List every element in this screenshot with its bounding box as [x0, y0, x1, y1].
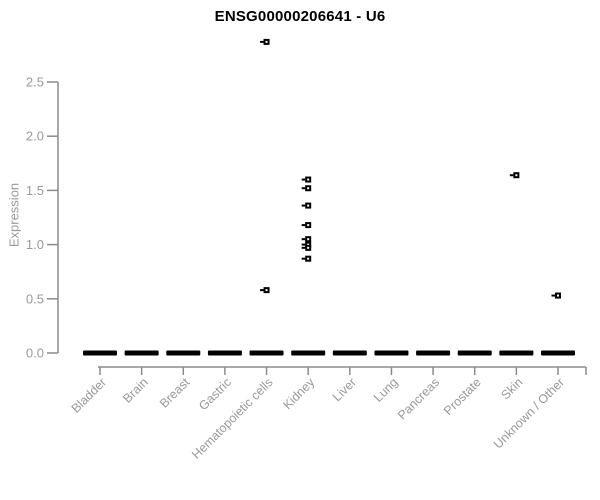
data-point-hole	[307, 187, 310, 190]
x-axis-category-label: Skin	[498, 375, 525, 402]
x-axis-category-label: Gastric	[196, 375, 234, 413]
data-point-hole	[307, 178, 310, 181]
zero-expression-dash	[124, 350, 159, 356]
y-axis-tick-label: 2.5	[26, 75, 44, 90]
data-point-left-tick	[301, 243, 306, 246]
zero-expression-dash	[207, 350, 242, 356]
y-axis-tick-label: 2.0	[26, 129, 44, 144]
zero-expression-dash	[541, 350, 575, 356]
x-axis-category-label: Pancreas	[395, 375, 442, 422]
x-axis-category-label: Bladder	[69, 375, 109, 415]
zero-expression-dash	[499, 350, 534, 356]
data-point-left-tick	[301, 257, 306, 260]
data-point-left-tick	[301, 224, 306, 227]
data-point-left-tick	[301, 246, 306, 249]
x-axis-category-label: Unknown / Other	[491, 375, 567, 451]
zero-expression-dash	[249, 350, 284, 356]
x-axis-category-label: Hematopoietic cells	[189, 375, 276, 462]
x-axis-category-label: Brain	[120, 375, 151, 406]
data-point-left-tick	[301, 187, 306, 190]
data-point-left-tick	[509, 174, 514, 177]
zero-expression-dash	[291, 350, 326, 356]
zero-expression-dash	[416, 350, 451, 356]
data-point-hole	[307, 204, 310, 207]
x-axis-category-label: Liver	[330, 375, 359, 404]
data-point	[301, 241, 312, 248]
data-point	[301, 185, 312, 192]
data-point-hole	[307, 238, 310, 241]
x-axis-category-label: Lung	[371, 375, 401, 405]
data-point-left-tick	[260, 40, 264, 43]
y-axis-tick-label: 1.0	[26, 237, 44, 252]
zero-expression-dash	[457, 350, 492, 356]
zero-expression-dash	[166, 350, 201, 356]
zero-expression-dash	[374, 350, 409, 356]
y-axis-tick-label: 0.0	[26, 346, 44, 361]
y-axis-tick-label: 0.5	[26, 291, 44, 306]
data-point-left-tick	[301, 238, 306, 241]
data-point	[301, 244, 312, 251]
chart-title: ENSG00000206641 - U6	[214, 8, 386, 25]
data-point-left-tick	[301, 204, 306, 207]
data-point	[509, 172, 520, 179]
zero-expression-dash	[332, 350, 367, 356]
y-axis-tick-label: 1.5	[26, 183, 44, 198]
data-point-hole	[307, 243, 310, 246]
x-axis-category-label: Prostate	[441, 375, 484, 418]
data-point	[301, 202, 312, 209]
data-point-left-tick	[551, 294, 555, 297]
x-axis-category-label: Breast	[157, 375, 193, 411]
data-point	[301, 255, 312, 262]
data-point-hole	[557, 294, 559, 297]
data-point-hole	[265, 289, 268, 292]
data-point-hole	[265, 40, 268, 43]
data-point-hole	[307, 246, 310, 249]
data-point-hole	[307, 224, 310, 227]
data-point	[301, 236, 312, 243]
zero-expression-dash	[83, 350, 117, 356]
data-point	[301, 222, 312, 229]
data-point-hole	[515, 174, 518, 177]
data-point-left-tick	[301, 178, 306, 181]
data-point-left-tick	[260, 289, 264, 292]
data-point-hole	[307, 257, 310, 260]
x-axis-category-label: Kidney	[280, 375, 317, 412]
data-point	[551, 292, 561, 299]
data-point	[260, 38, 270, 45]
data-point	[260, 287, 270, 294]
data-point	[301, 176, 312, 183]
